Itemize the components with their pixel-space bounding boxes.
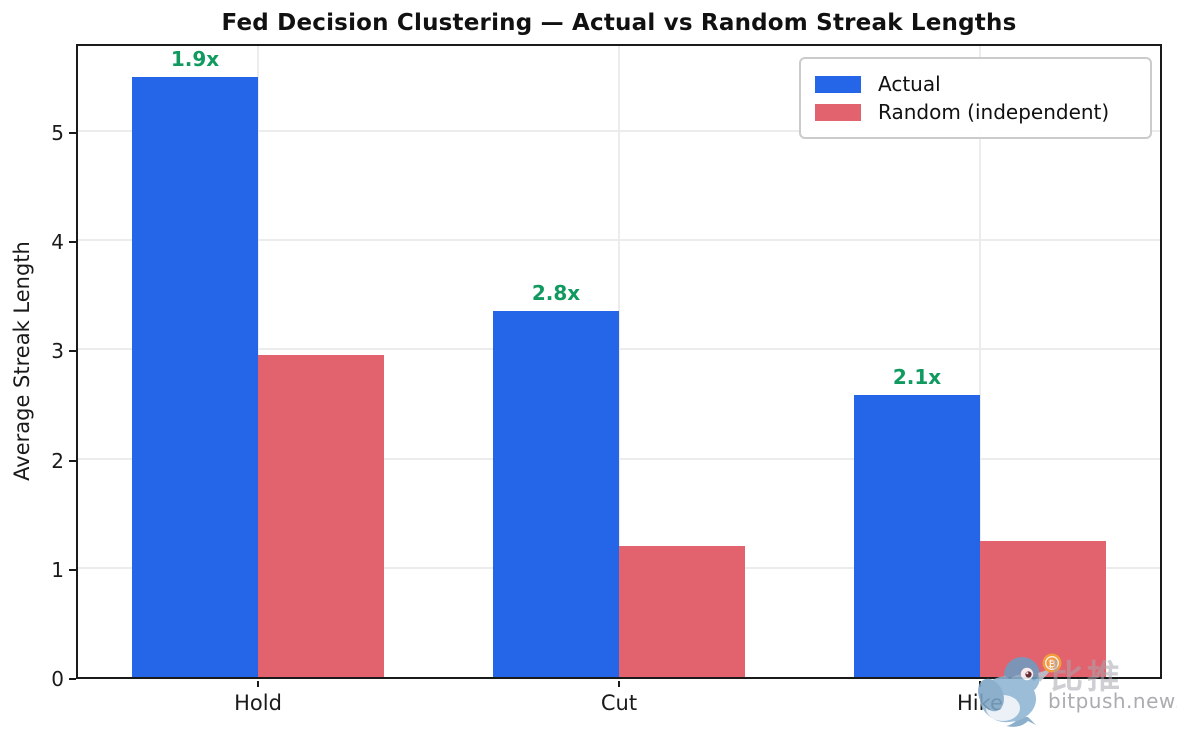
bar-random-cut <box>619 546 745 677</box>
bar-actual-hold <box>132 76 258 677</box>
bar-actual-cut <box>493 311 619 677</box>
legend: Actual Random (independent) <box>799 57 1152 139</box>
x-tick-mark <box>257 681 259 687</box>
legend-entry-random: Random (independent) <box>815 98 1136 126</box>
plot-area: 1.9x 2.8x 2.1x <box>76 44 1162 679</box>
y-tick-mark <box>69 568 76 571</box>
annotation-cut: 2.8x <box>531 281 581 306</box>
y-tick-mark <box>69 241 76 244</box>
bar-actual-hike <box>854 395 980 677</box>
y-tick-label: 1 <box>51 557 64 582</box>
y-tick-mark <box>69 678 76 680</box>
y-tick-label: 0 <box>51 667 64 691</box>
y-tick-label: 5 <box>51 121 64 146</box>
watermark-site-text: bitpush.news <box>1048 689 1177 713</box>
bar-random-hike <box>980 540 1106 677</box>
legend-label-actual: Actual <box>878 72 941 96</box>
legend-swatch-random <box>815 103 861 121</box>
x-tick-mark <box>618 681 620 687</box>
legend-label-random: Random (independent) <box>878 100 1110 124</box>
annotation-hike: 2.1x <box>892 365 942 390</box>
gridline-vertical <box>979 46 981 677</box>
gridline-vertical <box>618 46 620 677</box>
y-tick-label: 4 <box>51 230 64 255</box>
legend-entry-actual: Actual <box>815 70 1136 98</box>
legend-swatch-actual <box>815 75 861 93</box>
x-tick-label: Hold <box>234 691 282 715</box>
y-tick-mark <box>69 132 76 135</box>
y-tick-label: 2 <box>51 448 64 473</box>
x-tick-label: Hike <box>957 691 1003 715</box>
y-tick-label: 3 <box>51 339 64 364</box>
annotation-hold: 1.9x <box>170 46 220 71</box>
x-tick-mark <box>979 681 981 687</box>
chart-title: Fed Decision Clustering — Actual vs Rand… <box>221 10 1017 36</box>
bar-random-hold <box>258 354 384 677</box>
x-tick-label: Cut <box>600 691 638 715</box>
y-tick-mark <box>69 459 76 462</box>
y-tick-mark <box>69 350 76 353</box>
